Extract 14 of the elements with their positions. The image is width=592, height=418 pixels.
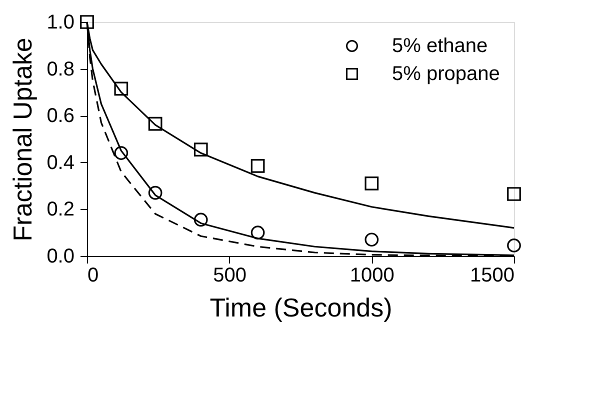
x-tick-label: 1000 (350, 264, 394, 286)
y-tick-label: 1.0 (46, 12, 74, 34)
y-tick-label: 0.8 (46, 58, 74, 80)
y-axis-title: Fractional Uptake (8, 38, 38, 242)
y-tick-label: 0.4 (46, 152, 74, 174)
legend-label: 5% ethane (392, 35, 488, 57)
x-tick-label: 500 (213, 264, 247, 286)
x-tick-label: 1500 (470, 264, 514, 286)
y-tick-label: 0.6 (46, 105, 74, 128)
y-tick-label: 0.0 (46, 246, 74, 268)
x-axis-title: Time (Seconds) (210, 292, 392, 322)
legend-label: 5% propane (392, 63, 500, 85)
y-tick-label: 0.2 (46, 198, 74, 221)
x-tick-label: 0 (88, 264, 99, 286)
